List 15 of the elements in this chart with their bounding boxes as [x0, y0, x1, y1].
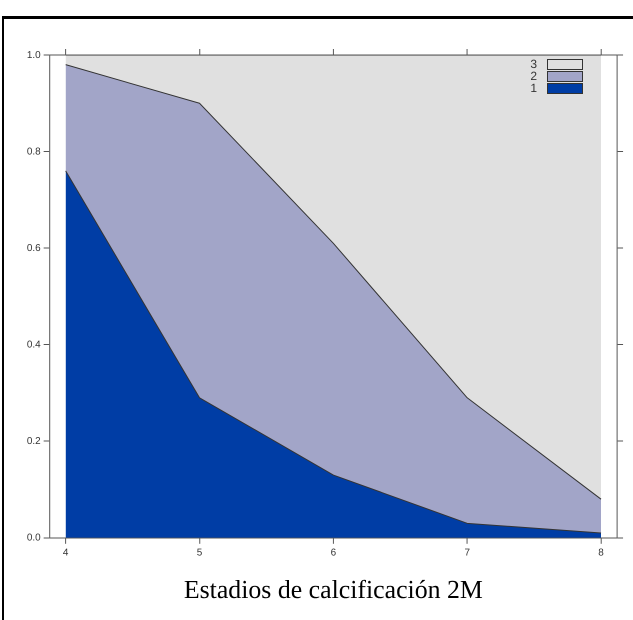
legend-label: 1	[530, 81, 537, 95]
y-tick-label: 0.6	[26, 242, 42, 254]
x-tick-label: 7	[464, 548, 470, 559]
y-tick-label: 0.2	[26, 436, 42, 447]
x-tick-label: 5	[196, 548, 203, 559]
y-tick-label: 1.0	[26, 50, 42, 61]
legend-label: 3	[530, 57, 537, 71]
x-tick-label: 8	[598, 548, 604, 559]
y-tick-label: 0.8	[26, 146, 42, 158]
x-tick-label: 6	[330, 548, 337, 559]
y-tick-label: 0.0	[26, 532, 42, 544]
x-axis-title: Estadios de calcificación 2M	[184, 575, 483, 604]
legend-label: 2	[530, 69, 537, 83]
y-tick-label: 0.4	[26, 339, 42, 350]
x-tick-label: 4	[62, 548, 69, 559]
